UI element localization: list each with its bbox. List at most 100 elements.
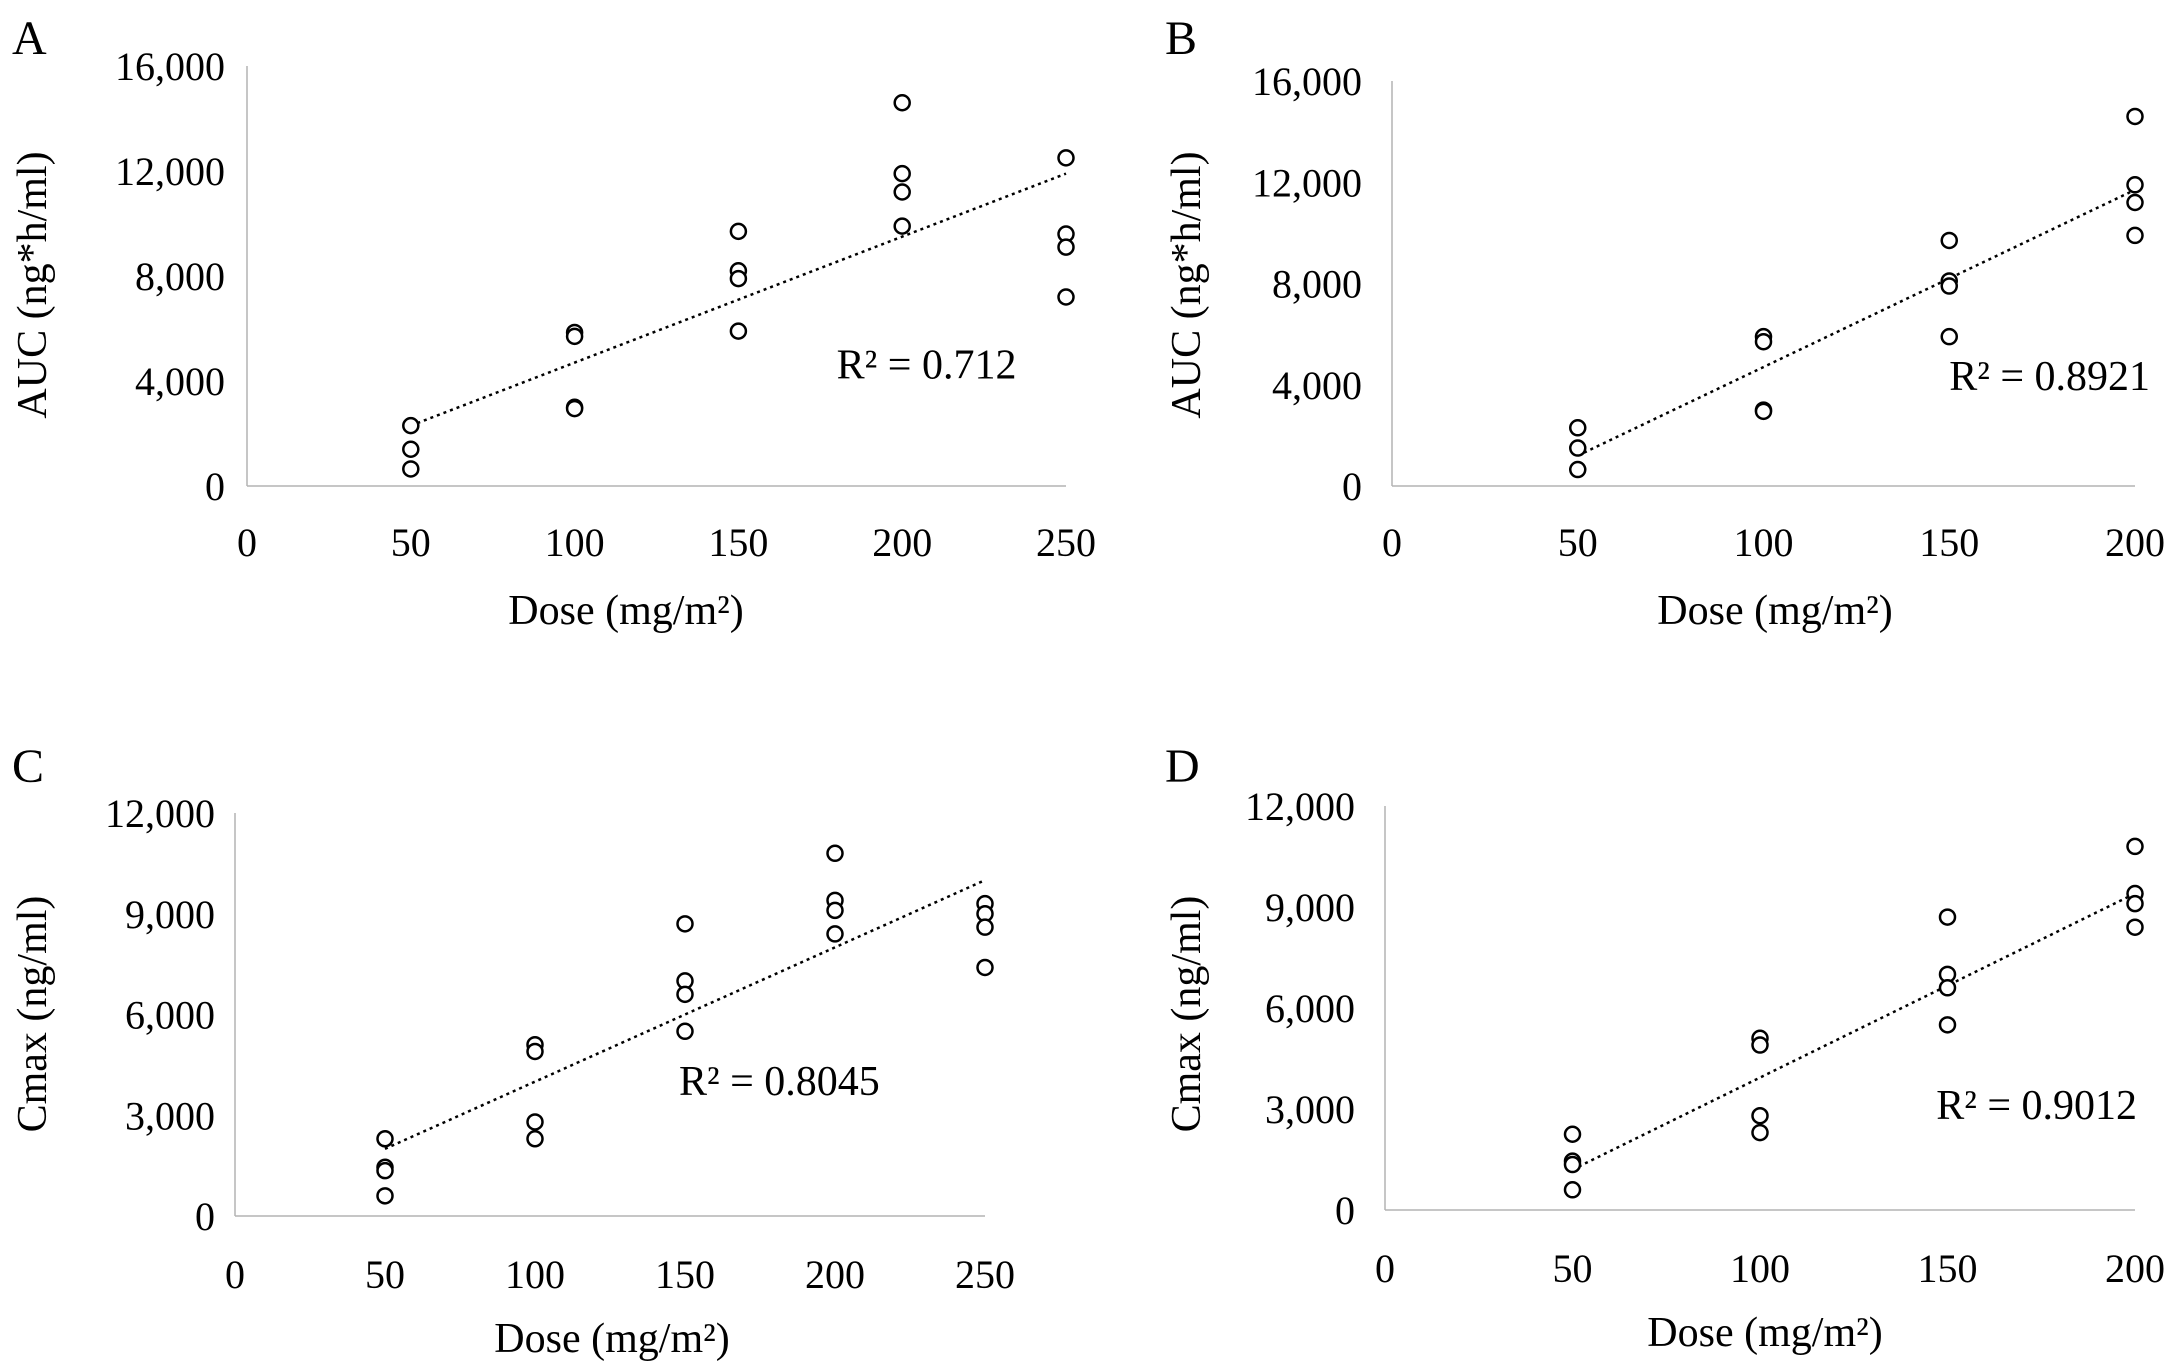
panel-label-c: C	[12, 740, 44, 793]
data-point	[1940, 327, 1958, 346]
y-tick-label: 12,000	[1245, 784, 1355, 829]
data-point	[1938, 908, 1957, 926]
x-tick-label: 100	[505, 1252, 565, 1297]
y-tick-label: 16,000	[1252, 59, 1362, 104]
data-point	[976, 918, 994, 936]
r-squared-label: R² = 0.8921	[1949, 354, 2150, 400]
panel-label-b: B	[1165, 12, 1197, 65]
trendline	[1577, 188, 2136, 457]
x-tick-label: 150	[1919, 520, 1979, 565]
data-point	[729, 269, 748, 288]
data-point	[676, 915, 694, 933]
data-point	[1754, 402, 1773, 421]
data-point	[1751, 1036, 1769, 1054]
x-axis-title-d: Dose (mg/m²)	[1647, 1310, 1882, 1356]
x-tick-label: 100	[545, 520, 605, 565]
y-tick-label: 4,000	[135, 359, 225, 404]
data-point	[1938, 1016, 1957, 1034]
x-tick-label: 0	[225, 1252, 245, 1297]
data-point	[1563, 1155, 1582, 1174]
y-tick-label: 16,000	[115, 44, 225, 89]
data-point	[1754, 332, 1773, 351]
trendline	[410, 172, 1067, 427]
data-point	[565, 399, 584, 418]
x-tick-label: 50	[1553, 1246, 1593, 1291]
data-point	[1057, 238, 1075, 256]
y-tick-label: 0	[1342, 464, 1362, 509]
data-point	[826, 901, 844, 920]
y-tick-label: 3,000	[125, 1093, 215, 1138]
y-axis-title-c: Cmax (ng/ml)	[10, 896, 56, 1133]
data-point	[2126, 193, 2144, 212]
data-point	[893, 183, 911, 201]
x-tick-label: 250	[955, 1252, 1015, 1297]
x-tick-label: 0	[1382, 520, 1402, 565]
x-tick-label: 200	[2105, 1246, 2165, 1291]
data-point	[729, 222, 748, 241]
y-tick-label: 9,000	[125, 892, 215, 937]
x-tick-label: 200	[872, 520, 932, 565]
y-tick-label: 3,000	[1265, 1087, 1355, 1132]
y-tick-label: 4,000	[1272, 363, 1362, 408]
chart-panel-a: A AUC (ng*h/ml) Dose (mg/m²) 0 4,000 8,000…	[10, 12, 1096, 634]
x-tick-label: 0	[237, 520, 257, 565]
x-tick-label: 0	[1375, 1246, 1395, 1291]
x-tick-label: 50	[391, 520, 431, 565]
x-axis-title-c: Dose (mg/m²)	[494, 1316, 729, 1362]
x-tick-label: 50	[365, 1252, 405, 1297]
y-tick-label: 12,000	[115, 149, 225, 194]
data-point	[2126, 837, 2144, 856]
data-point	[402, 416, 420, 435]
x-tick-label: 250	[1036, 520, 1096, 565]
data-point	[1569, 460, 1587, 479]
x-tick-label: 150	[708, 520, 768, 565]
data-point	[526, 1042, 544, 1061]
y-tick-label: 6,000	[125, 993, 215, 1038]
chart-panel-b: B AUC (ng*h/ml) Dose (mg/m²) 0 4,000 8,000…	[1164, 12, 2165, 634]
data-point	[2126, 894, 2144, 913]
y-tick-label: 8,000	[135, 254, 225, 299]
data-point	[1563, 1125, 1582, 1143]
data-point	[376, 1187, 394, 1205]
data-point	[893, 217, 911, 235]
y-axis-title-b: AUC (ng*h/ml)	[1164, 151, 1210, 418]
data-point	[893, 94, 911, 112]
x-axis-title-a: Dose (mg/m²)	[508, 588, 743, 634]
data-point	[1563, 1181, 1582, 1199]
data-point	[2126, 176, 2144, 194]
y-tick-label: 8,000	[1272, 262, 1362, 307]
data-point	[1940, 277, 1958, 295]
y-tick-label: 0	[1335, 1188, 1355, 1233]
chart-panel-d: D Cmax (ng/ml) Dose (mg/m²) 0 3,000 6,000 9…	[1164, 740, 2165, 1356]
data-point	[376, 1130, 394, 1148]
y-tick-label: 9,000	[1265, 885, 1355, 930]
data-point	[2126, 226, 2144, 245]
data-point	[893, 164, 911, 183]
r-squared-label: R² = 0.712	[837, 342, 1017, 388]
x-tick-label: 100	[1730, 1246, 1790, 1291]
x-tick-label: 50	[1558, 520, 1598, 565]
data-point	[976, 958, 994, 977]
y-tick-label: 0	[195, 1194, 215, 1239]
x-axis-title-b: Dose (mg/m²)	[1657, 588, 1892, 634]
data-point	[1057, 149, 1075, 167]
data-point	[376, 1161, 394, 1180]
data-point	[2126, 918, 2144, 936]
data-point	[729, 322, 748, 340]
data-point	[1569, 439, 1587, 457]
data-point	[826, 844, 844, 863]
data-point	[2126, 107, 2144, 126]
data-point	[565, 327, 584, 346]
data-point	[676, 985, 694, 1004]
y-tick-label: 6,000	[1265, 986, 1355, 1031]
x-tick-label: 200	[2105, 520, 2165, 565]
y-tick-label: 12,000	[1252, 160, 1362, 205]
x-tick-label: 100	[1734, 520, 1794, 565]
data-point	[826, 925, 844, 943]
data-point	[526, 1130, 544, 1148]
data-point	[1938, 979, 1957, 997]
r-squared-label: R² = 0.9012	[1936, 1083, 2137, 1129]
r-squared-label: R² = 0.8045	[679, 1059, 880, 1105]
trendline	[384, 879, 986, 1150]
